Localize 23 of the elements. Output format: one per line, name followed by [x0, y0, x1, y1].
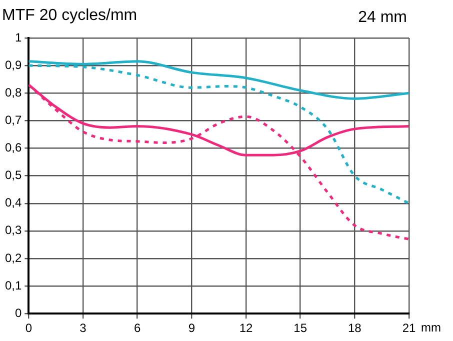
- x-tick-label: 12: [239, 321, 253, 336]
- x-tick-label: 18: [348, 321, 362, 336]
- y-tick-label: 0,8: [4, 85, 22, 100]
- y-tick-label: 0,6: [4, 140, 22, 155]
- x-tick-label: 21: [402, 321, 416, 336]
- x-tick-label: 6: [134, 321, 141, 336]
- y-tick-label: 0,1: [4, 278, 22, 292]
- y-tick-label: 0: [14, 306, 22, 320]
- y-tick-label: 0,7: [4, 112, 22, 127]
- y-tick-label: 0,4: [4, 196, 22, 210]
- x-tick-label: 0: [25, 321, 32, 336]
- x-axis-title: mm: [421, 320, 441, 335]
- y-tick-label: 0,3: [4, 223, 22, 238]
- line-series: [28, 64, 409, 205]
- chart-title: MTF 20 cycles/mm: [2, 7, 138, 24]
- x-tick-label: 15: [294, 321, 308, 336]
- y-tick-label: 0,2: [4, 250, 22, 265]
- x-tick-label: 3: [80, 321, 87, 336]
- y-tick-label: 0,5: [4, 168, 22, 182]
- x-tick-label: 9: [188, 321, 196, 336]
- y-tick-label: 1: [14, 30, 22, 44]
- text: 24 mm: [358, 9, 407, 26]
- y-tick-label: 0,9: [4, 58, 22, 72]
